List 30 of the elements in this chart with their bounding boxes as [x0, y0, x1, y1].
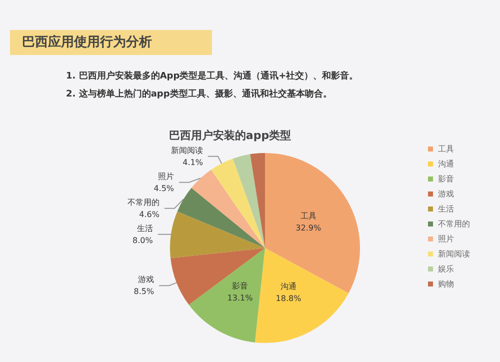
data-label: 13.1%	[227, 293, 254, 302]
slice-label: 不常用的	[127, 198, 160, 207]
legend-label: 工具	[438, 144, 454, 154]
slice-label: 沟通	[280, 282, 296, 292]
text: 2. 这与榜单上热门的app类型工具、摄影、通讯和社交基本吻合。	[66, 88, 332, 100]
data-label: 4.5%	[154, 184, 174, 193]
slice-label: 影音	[232, 281, 248, 290]
legend-label: 影音	[438, 174, 454, 184]
legend-label: 沟通	[438, 160, 454, 168]
data-label: 4.1%	[182, 158, 204, 167]
legend-label: 游戏	[438, 190, 454, 198]
legend-label: 照片	[438, 234, 454, 244]
slice-label: 游戏	[138, 275, 154, 284]
legend-label: 购物	[438, 280, 454, 288]
text: 1. 巴西用户安装最多的App类型是工具、沟通（通讯+社交）、和影音。	[66, 70, 358, 82]
legend-label: 不常用的	[438, 220, 470, 228]
slice-label: 工具	[300, 212, 316, 221]
data-label: 4.6%	[139, 210, 160, 219]
data-label: 18.8%	[276, 294, 302, 304]
legend-label: 娱乐	[438, 264, 454, 274]
legend-label: 新闻阅读	[438, 250, 470, 258]
slice-label: 生活	[136, 224, 153, 233]
legend-label: 生活	[438, 204, 454, 214]
slice-label: 新闻阅读	[170, 146, 203, 155]
data-label: 8.0%	[132, 236, 154, 245]
data-label: 8.5%	[134, 287, 155, 296]
chart-title: 巴西应用使用行为分析	[22, 34, 152, 50]
data-label: 32.9%	[296, 224, 322, 233]
chart-subtitle: 巴西用户安装的app类型	[168, 129, 292, 142]
slice-label: 照片	[158, 172, 174, 181]
